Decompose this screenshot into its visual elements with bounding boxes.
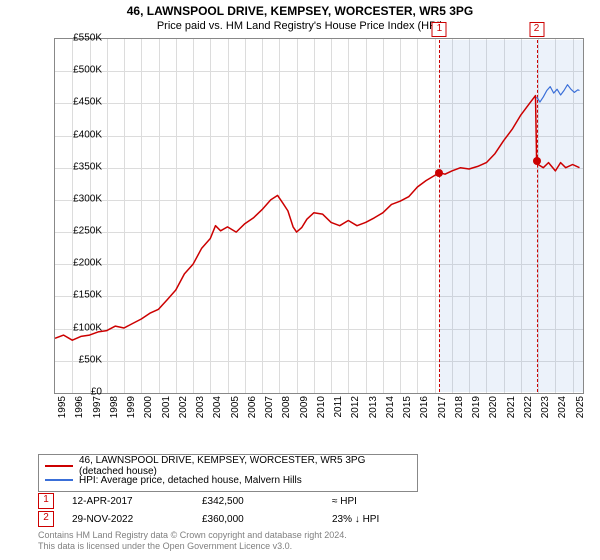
x-axis-label: 2009: [299, 396, 310, 422]
sale-dot: [435, 169, 443, 177]
x-axis-label: 1997: [92, 396, 103, 422]
x-axis-label: 1999: [126, 396, 137, 422]
plot-region: 12: [54, 38, 584, 394]
x-axis-label: 2014: [385, 396, 396, 422]
y-axis-label: £350K: [52, 161, 102, 172]
sale-row: 2 29-NOV-2022£360,00023% ↓ HPI: [38, 510, 584, 528]
x-axis-label: 1998: [109, 396, 120, 422]
y-axis-label: £300K: [52, 193, 102, 204]
sale-marker-icon: 1: [38, 493, 54, 509]
x-axis-label: 2017: [437, 396, 448, 422]
x-axis-label: 2000: [143, 396, 154, 422]
chart-title: 46, LAWNSPOOL DRIVE, KEMPSEY, WORCESTER,…: [0, 0, 600, 18]
x-axis-label: 2019: [471, 396, 482, 422]
footer-line-2: This data is licensed under the Open Gov…: [38, 541, 292, 551]
x-axis-label: 2005: [230, 396, 241, 422]
x-axis-label: 2021: [506, 396, 517, 422]
legend-swatch: [45, 465, 73, 467]
x-axis-label: 2011: [333, 396, 344, 422]
x-axis-label: 2023: [540, 396, 551, 422]
x-axis-label: 2013: [368, 396, 379, 422]
sale-marker-badge: 2: [529, 22, 544, 37]
x-axis-label: 2016: [419, 396, 430, 422]
footer-line-1: Contains HM Land Registry data © Crown c…: [38, 530, 347, 540]
x-axis-label: 2025: [575, 396, 586, 422]
series-svg: [55, 39, 583, 393]
y-axis-label: £200K: [52, 258, 102, 269]
y-axis-label: £150K: [52, 290, 102, 301]
legend-label: HPI: Average price, detached house, Malv…: [79, 475, 302, 486]
sale-date: 12-APR-2017: [72, 496, 202, 507]
x-axis-label: 2006: [247, 396, 258, 422]
series-hpi: [537, 85, 580, 102]
x-axis-label: 2001: [161, 396, 172, 422]
legend: 46, LAWNSPOOL DRIVE, KEMPSEY, WORCESTER,…: [38, 454, 418, 492]
x-axis-label: 2010: [316, 396, 327, 422]
chart-container: 46, LAWNSPOOL DRIVE, KEMPSEY, WORCESTER,…: [0, 0, 600, 560]
sale-row: 1 12-APR-2017£342,500≈ HPI: [38, 492, 584, 510]
x-axis-label: 2008: [281, 396, 292, 422]
x-axis-label: 2012: [350, 396, 361, 422]
x-axis-label: 2007: [264, 396, 275, 422]
x-axis-label: 2020: [488, 396, 499, 422]
sale-marker-icon: 2: [38, 511, 54, 527]
sale-delta: 23% ↓ HPI: [332, 514, 462, 525]
sales-table: 1 12-APR-2017£342,500≈ HPI 2 29-NOV-2022£36…: [38, 492, 584, 528]
x-axis-label: 2015: [402, 396, 413, 422]
x-axis-label: 2002: [178, 396, 189, 422]
y-axis-label: £450K: [52, 97, 102, 108]
y-axis-label: £550K: [52, 33, 102, 44]
sale-price: £360,000: [202, 514, 332, 525]
x-axis-label: 1996: [74, 396, 85, 422]
y-axis-label: £250K: [52, 226, 102, 237]
x-axis-label: 2003: [195, 396, 206, 422]
y-axis-label: £50K: [52, 354, 102, 365]
sale-date: 29-NOV-2022: [72, 514, 202, 525]
x-axis-label: 2018: [454, 396, 465, 422]
sale-marker-badge: 1: [432, 22, 447, 37]
sale-dot: [533, 157, 541, 165]
sale-delta: ≈ HPI: [332, 496, 462, 507]
x-axis-label: 1995: [57, 396, 68, 422]
x-axis-label: 2004: [212, 396, 223, 422]
x-axis-label: 2024: [557, 396, 568, 422]
sale-price: £342,500: [202, 496, 332, 507]
series-price: [55, 96, 580, 341]
x-axis-label: 2022: [523, 396, 534, 422]
y-axis-label: £100K: [52, 322, 102, 333]
y-axis-label: £500K: [52, 65, 102, 76]
footer-attribution: Contains HM Land Registry data © Crown c…: [38, 530, 584, 552]
legend-swatch: [45, 479, 73, 481]
legend-row: 46, LAWNSPOOL DRIVE, KEMPSEY, WORCESTER,…: [45, 459, 411, 473]
chart-area: 12 £0£50K£100K£150K£200K£250K£300K£350K£…: [54, 38, 584, 418]
y-axis-label: £400K: [52, 129, 102, 140]
